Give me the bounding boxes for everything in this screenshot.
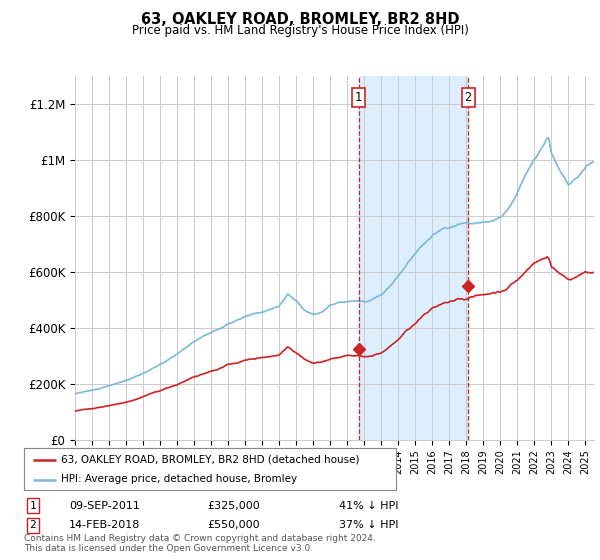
Text: 2: 2 — [29, 520, 37, 530]
Text: This data is licensed under the Open Government Licence v3.0.: This data is licensed under the Open Gov… — [24, 544, 313, 553]
Text: £550,000: £550,000 — [207, 520, 260, 530]
Text: 1: 1 — [29, 501, 37, 511]
Text: £325,000: £325,000 — [207, 501, 260, 511]
Bar — [359, 76, 468, 440]
Text: 37% ↓ HPI: 37% ↓ HPI — [339, 520, 398, 530]
Text: Price paid vs. HM Land Registry's House Price Index (HPI): Price paid vs. HM Land Registry's House … — [131, 24, 469, 37]
Text: 2: 2 — [464, 91, 472, 104]
Text: Contains HM Land Registry data © Crown copyright and database right 2024.: Contains HM Land Registry data © Crown c… — [24, 534, 376, 543]
Text: 14-FEB-2018: 14-FEB-2018 — [69, 520, 140, 530]
Text: 1: 1 — [355, 91, 362, 104]
Text: 63, OAKLEY ROAD, BROMLEY, BR2 8HD (detached house): 63, OAKLEY ROAD, BROMLEY, BR2 8HD (detac… — [61, 455, 360, 465]
Text: 41% ↓ HPI: 41% ↓ HPI — [339, 501, 398, 511]
Text: 63, OAKLEY ROAD, BROMLEY, BR2 8HD: 63, OAKLEY ROAD, BROMLEY, BR2 8HD — [141, 12, 459, 27]
Text: 09-SEP-2011: 09-SEP-2011 — [69, 501, 140, 511]
Text: HPI: Average price, detached house, Bromley: HPI: Average price, detached house, Brom… — [61, 474, 298, 484]
